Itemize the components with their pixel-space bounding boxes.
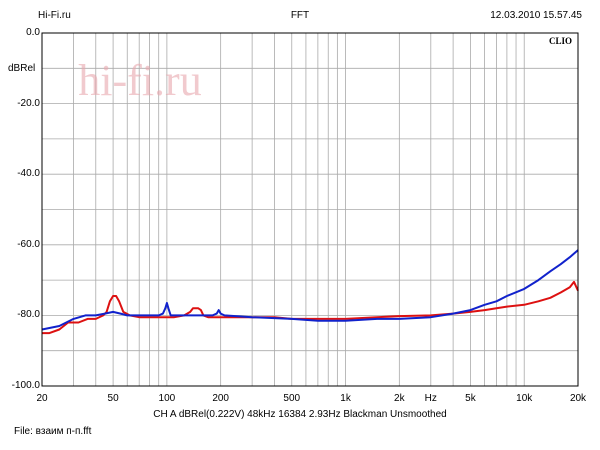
header-timestamp: 12.03.2010 15.57.45 — [490, 10, 582, 21]
x-tick-label: 1k — [340, 393, 351, 404]
grid-lines — [42, 33, 578, 386]
clio-brand: CLIO — [549, 36, 572, 46]
x-tick-label: Hz — [424, 393, 437, 404]
x-tick-label: 50 — [107, 393, 119, 404]
file-name: File: взаим п-п.fft — [14, 426, 92, 437]
y-tick-label: -80.0 — [17, 309, 40, 321]
x-tick-label: 200 — [212, 393, 229, 404]
series-line-2 — [41, 249, 579, 331]
x-tick-label: 2k — [394, 393, 405, 404]
y-tick-label: -40.0 — [17, 168, 40, 180]
measurement-settings: CH A dBRel(0.222V) 48kHz 16384 2.93Hz Bl… — [153, 409, 447, 420]
x-tick-label: 100 — [158, 393, 176, 404]
series-line-1 — [42, 280, 579, 335]
y-tick-label: 0.0 — [26, 27, 40, 38]
plot-frame — [41, 32, 579, 387]
x-tick-label: 5k — [465, 393, 476, 404]
y-axis-label: dBRel — [8, 63, 36, 74]
x-tick-label: 10k — [516, 393, 533, 404]
x-tick-label: 20 — [36, 393, 48, 404]
header-left: Hi-Fi.ru — [38, 10, 71, 21]
series-group — [41, 249, 579, 335]
x-tick-label: 500 — [283, 393, 301, 404]
x-tick-label: 20k — [569, 393, 587, 404]
watermark: hi-fi.ru — [78, 56, 201, 105]
y-tick-label: -100.0 — [11, 380, 40, 391]
y-tick-label: -60.0 — [17, 238, 40, 250]
y-tick-label: -20.0 — [17, 97, 40, 109]
chart-title: FFT — [290, 10, 310, 21]
